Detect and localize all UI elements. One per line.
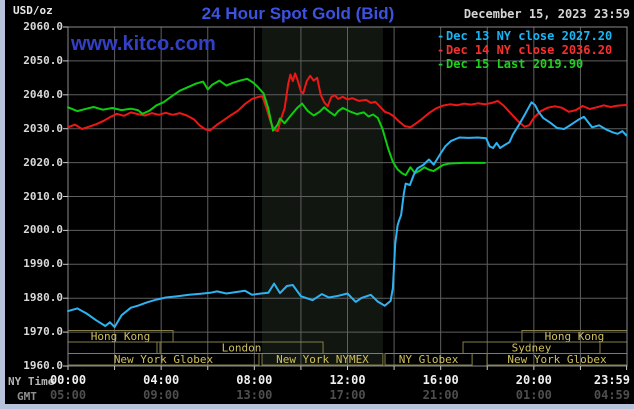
x-tick-label-gmt: 13:00 — [236, 388, 273, 402]
x-tick-label-ny: 23:59 — [593, 373, 630, 387]
x-tick-label-ny: 12:00 — [329, 373, 366, 387]
session-box-new-york-nymex — [261, 353, 384, 366]
session-label: Hong Kong — [545, 330, 605, 343]
x-tick-label-gmt: 17:00 — [329, 388, 366, 402]
legend-marker: - — [437, 29, 445, 43]
price-line-dec-13 — [67, 101, 628, 328]
x-tick-label-gmt: 05:00 — [49, 388, 87, 402]
session-label: New York Globex — [507, 353, 607, 366]
legend-label: Dec 15 Last 2019.90 — [446, 57, 584, 71]
session-label: Sydney — [512, 342, 552, 355]
x-axis-ny-time-label: NY Time — [8, 375, 55, 388]
y-tick-label: 2000.0 — [23, 223, 63, 237]
page-left-border — [0, 0, 5, 409]
y-tick-label: 2020.0 — [23, 155, 63, 169]
y-tick-label: 1990.0 — [23, 257, 63, 271]
page-bottom-border — [0, 404, 634, 409]
price-line-dec-15 — [67, 77, 486, 177]
legend-label: Dec 13 NY close 2027.20 — [446, 29, 613, 43]
y-tick-label: 2040.0 — [23, 87, 63, 101]
x-tick-label-gmt: 09:00 — [143, 388, 180, 402]
x-tick-label-ny: 16:00 — [422, 373, 459, 387]
session-label: London — [222, 342, 262, 355]
legend-row-0: - Dec 13 NY close 2027.20 — [437, 29, 612, 43]
x-tick-label-gmt: 04:59 — [593, 388, 630, 402]
legend-marker: - — [437, 57, 445, 71]
x-tick-label-ny: 08:00 — [236, 373, 273, 387]
session-box — [599, 341, 628, 354]
session-label: Hong Kong — [91, 330, 151, 343]
legend-row-2: - Dec 15 Last 2019.90 — [437, 57, 612, 71]
session-label: NY Globex — [399, 353, 459, 366]
session-box-ny-globex — [384, 353, 473, 366]
legend-row-1: - Dec 14 NY close 2036.20 — [437, 43, 612, 57]
x-tick-label-gmt: 01:00 — [515, 388, 552, 402]
page-title: 24 Hour Spot Gold (Bid) — [201, 4, 395, 23]
session-box — [67, 341, 158, 354]
x-tick-label-ny: 20:00 — [515, 373, 552, 387]
y-axis-units-label: USD/oz — [13, 4, 53, 17]
legend: - Dec 13 NY close 2027.20- Dec 14 NY close… — [437, 29, 612, 71]
y-tick-label: 2030.0 — [23, 121, 63, 135]
x-tick-label-ny: 00:00 — [49, 373, 87, 387]
y-tick-label: 2010.0 — [23, 189, 63, 203]
x-axis-gmt-label: GMT — [17, 390, 37, 403]
y-tick-label: 2060.0 — [23, 20, 63, 33]
chart-datetime: December 15, 2023 23:59 — [463, 7, 630, 21]
y-tick-label: 2050.0 — [23, 53, 63, 67]
session-label: New York NYMEX — [276, 353, 369, 366]
y-tick-label: 1980.0 — [23, 291, 63, 305]
y-tick-label: 1960.0 — [23, 359, 63, 372]
legend-marker: - — [437, 43, 445, 57]
legend-label: Dec 14 NY close 2036.20 — [446, 43, 613, 57]
y-tick-label: 1970.0 — [23, 325, 63, 339]
x-tick-label-gmt: 21:00 — [422, 388, 459, 402]
price-line-dec-14 — [67, 72, 628, 133]
x-tick-label-ny: 04:00 — [143, 373, 180, 387]
kitco-watermark-link[interactable]: www.kitco.com — [71, 33, 216, 55]
session-label: New York Globex — [114, 353, 214, 366]
